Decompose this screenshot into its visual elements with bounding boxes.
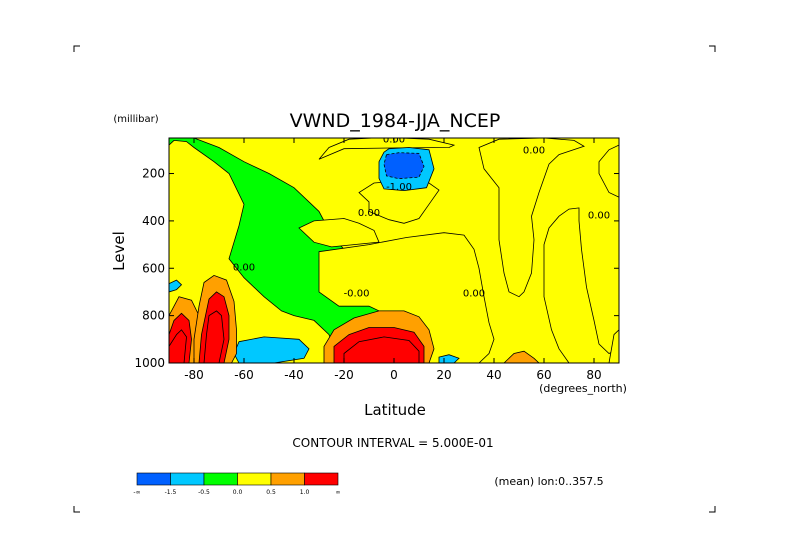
y-units-label: (millibar) xyxy=(113,114,158,125)
x-tick-label: -80 xyxy=(184,368,204,382)
contour-label: 0.00 xyxy=(233,263,255,274)
y-tick-label: 200 xyxy=(142,167,165,181)
contour-fills xyxy=(169,138,619,363)
legend-label: -0.5 xyxy=(198,489,210,496)
x-units-label: (degrees_north) xyxy=(539,382,627,395)
legend-label: ∞ xyxy=(336,489,341,496)
y-axis: 200 400 600 800 1000 xyxy=(134,167,619,370)
contour-region xyxy=(233,336,310,363)
chart-title: VWND_1984-JJA_NCEP xyxy=(290,110,501,132)
legend-label: -1.5 xyxy=(165,489,177,496)
contour-region xyxy=(318,138,456,160)
legend-swatch xyxy=(237,472,272,486)
y-axis-title: Level xyxy=(110,231,128,271)
x-tick-label: -60 xyxy=(234,368,254,382)
x-tick-label: 0 xyxy=(390,368,398,382)
contour-label: 0.00 xyxy=(523,145,545,156)
color-legend: -∞ -1.5 -0.5 0.0 0.5 1.0 ∞ xyxy=(133,472,341,496)
contour-region xyxy=(169,279,183,293)
contour-region xyxy=(298,218,380,248)
x-axis-title: Latitude xyxy=(364,401,426,419)
legend-swatch xyxy=(170,472,205,486)
legend-swatch xyxy=(270,472,305,486)
mean-text: (mean) lon:0..357.5 xyxy=(494,475,603,488)
contour-label: 0.00 xyxy=(463,289,485,300)
contour-region xyxy=(608,329,619,363)
contour-interval-text: CONTOUR INTERVAL = 5.000E-01 xyxy=(292,436,493,450)
contour-region xyxy=(383,152,425,180)
contour-region xyxy=(478,138,585,298)
contour-label: -1.00 xyxy=(386,182,412,193)
x-tick-label: 20 xyxy=(436,368,451,382)
contour-region xyxy=(343,336,420,363)
legend-label: -∞ xyxy=(133,489,140,496)
contour-region xyxy=(543,207,619,363)
contour-region xyxy=(169,329,187,363)
legend-label: 0.5 xyxy=(266,489,276,496)
y-tick-label: 800 xyxy=(142,309,165,323)
y-tick-label: 600 xyxy=(142,261,165,275)
y-tick-label: 1000 xyxy=(134,356,165,370)
y-tick-label: 400 xyxy=(142,214,165,228)
contour-label: 0.00 xyxy=(588,211,610,222)
legend-swatch xyxy=(136,472,171,486)
legend-swatch xyxy=(203,472,238,486)
legend-label: 1.0 xyxy=(300,489,310,496)
legend-label: 0.0 xyxy=(233,489,243,496)
contour-label: 0.00 xyxy=(358,208,380,219)
x-axis: -80 -60 -40 -20 0 20 40 60 80 xyxy=(184,138,602,382)
x-tick-label: -20 xyxy=(334,368,354,382)
contour-region xyxy=(598,144,619,198)
contour-region xyxy=(503,350,540,363)
x-tick-label: -40 xyxy=(284,368,304,382)
contour-label: -0.00 xyxy=(344,289,370,300)
x-tick-label: 40 xyxy=(486,368,501,382)
contour-region xyxy=(318,232,495,363)
legend-swatch xyxy=(304,472,339,486)
contour-region xyxy=(203,310,225,363)
contour-region xyxy=(358,180,440,224)
corner-marks xyxy=(73,45,716,513)
x-tick-label: 60 xyxy=(536,368,551,382)
x-tick-label: 80 xyxy=(586,368,601,382)
